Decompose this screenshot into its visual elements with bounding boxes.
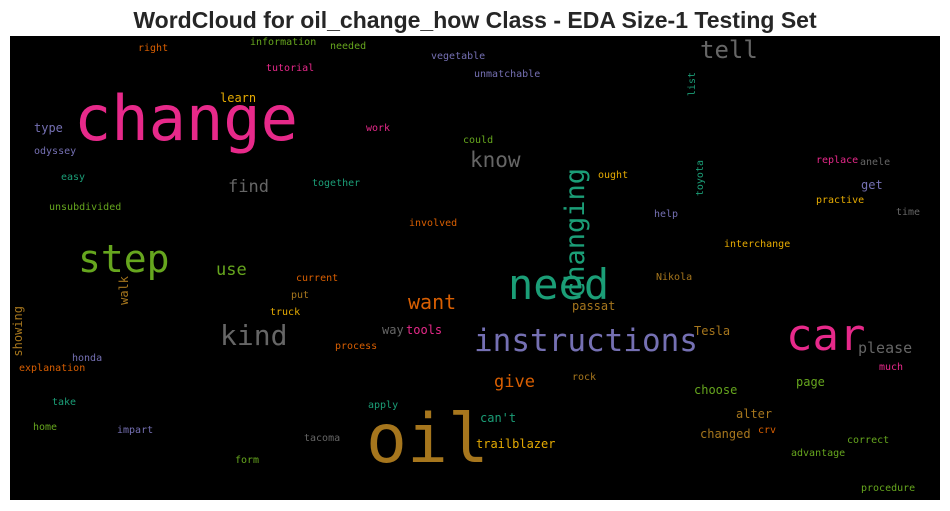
word-type: type (34, 121, 63, 135)
word-interchange: interchange (724, 239, 791, 250)
word-procedure: procedure (861, 483, 916, 494)
word-needed: needed (330, 41, 367, 52)
word-process: process (335, 341, 378, 352)
word-honda: honda (72, 353, 103, 364)
word-car: car (786, 310, 866, 361)
word-odyssey: odyssey (34, 146, 77, 157)
word-correct: correct (847, 435, 890, 446)
word-take: take (52, 397, 77, 408)
word-find: find (228, 177, 269, 197)
word-time: time (896, 207, 921, 218)
word-need: need (508, 260, 610, 309)
word-tools: tools (406, 323, 443, 337)
word-step: step (78, 237, 170, 281)
word-advantage: advantage (791, 448, 846, 459)
word-passat: passat (572, 299, 616, 313)
word-tutorial: tutorial (266, 63, 315, 74)
word-anele: anele (860, 157, 891, 168)
word-form: form (235, 455, 260, 466)
word-work: work (366, 123, 391, 134)
word-information: information (250, 37, 317, 48)
word-alter: alter (736, 407, 773, 421)
word-use: use (216, 260, 247, 280)
word-nikola: Nikola (656, 272, 693, 283)
word-trailblazer: trailblazer (476, 437, 556, 451)
word-choose: choose (694, 383, 738, 397)
chart-title: WordCloud for oil_change_how Class - EDA… (133, 7, 817, 33)
word-change: change (74, 82, 298, 155)
word-replace: replace (816, 155, 859, 166)
word-tell: tell (700, 36, 758, 64)
word-page: page (796, 375, 825, 389)
word-want: want (408, 290, 457, 314)
word-together: together (312, 178, 361, 189)
word-oil: oil (366, 400, 489, 479)
word-easy: easy (61, 172, 86, 183)
word-instructions: instructions (474, 323, 698, 359)
word-walk: walk (117, 276, 131, 305)
word-unsubdivided: unsubdivided (49, 202, 122, 213)
word-unmatchable: unmatchable (474, 69, 541, 80)
word-list: list (687, 72, 698, 97)
word-give: give (494, 372, 535, 392)
word-showing: showing (11, 306, 25, 357)
word-toyota: toyota (695, 160, 706, 197)
word-much: much (879, 362, 904, 373)
word-vegetable: vegetable (431, 51, 486, 62)
word-impart: impart (117, 425, 154, 436)
word-current: current (296, 273, 339, 284)
word-cloud: change oil car need step instructions changing… (10, 36, 940, 500)
word-can-t: can't (480, 411, 517, 425)
word-home: home (33, 422, 58, 433)
word-ought: ought (598, 170, 629, 181)
word-practive: practive (816, 195, 865, 206)
word-right: right (138, 43, 169, 54)
word-changed: changed (700, 427, 751, 441)
word-could: could (463, 135, 494, 146)
word-tacoma: tacoma (304, 433, 341, 444)
word-get: get (861, 178, 883, 192)
word-tesla: Tesla (694, 324, 731, 338)
word-kind: kind (220, 319, 288, 352)
word-help: help (654, 209, 679, 220)
word-changing: changing (560, 168, 591, 299)
word-crv: crv (758, 425, 777, 436)
word-explanation: explanation (19, 363, 86, 374)
word-involved: involved (409, 218, 458, 229)
word-way: way (382, 323, 404, 337)
word-please: please (858, 339, 913, 357)
word-rock: rock (572, 372, 597, 383)
word-truck: truck (270, 307, 301, 318)
word-put: put (291, 290, 310, 301)
word-know: know (470, 148, 521, 172)
word-apply: apply (368, 400, 399, 411)
word-learn: learn (220, 91, 257, 105)
